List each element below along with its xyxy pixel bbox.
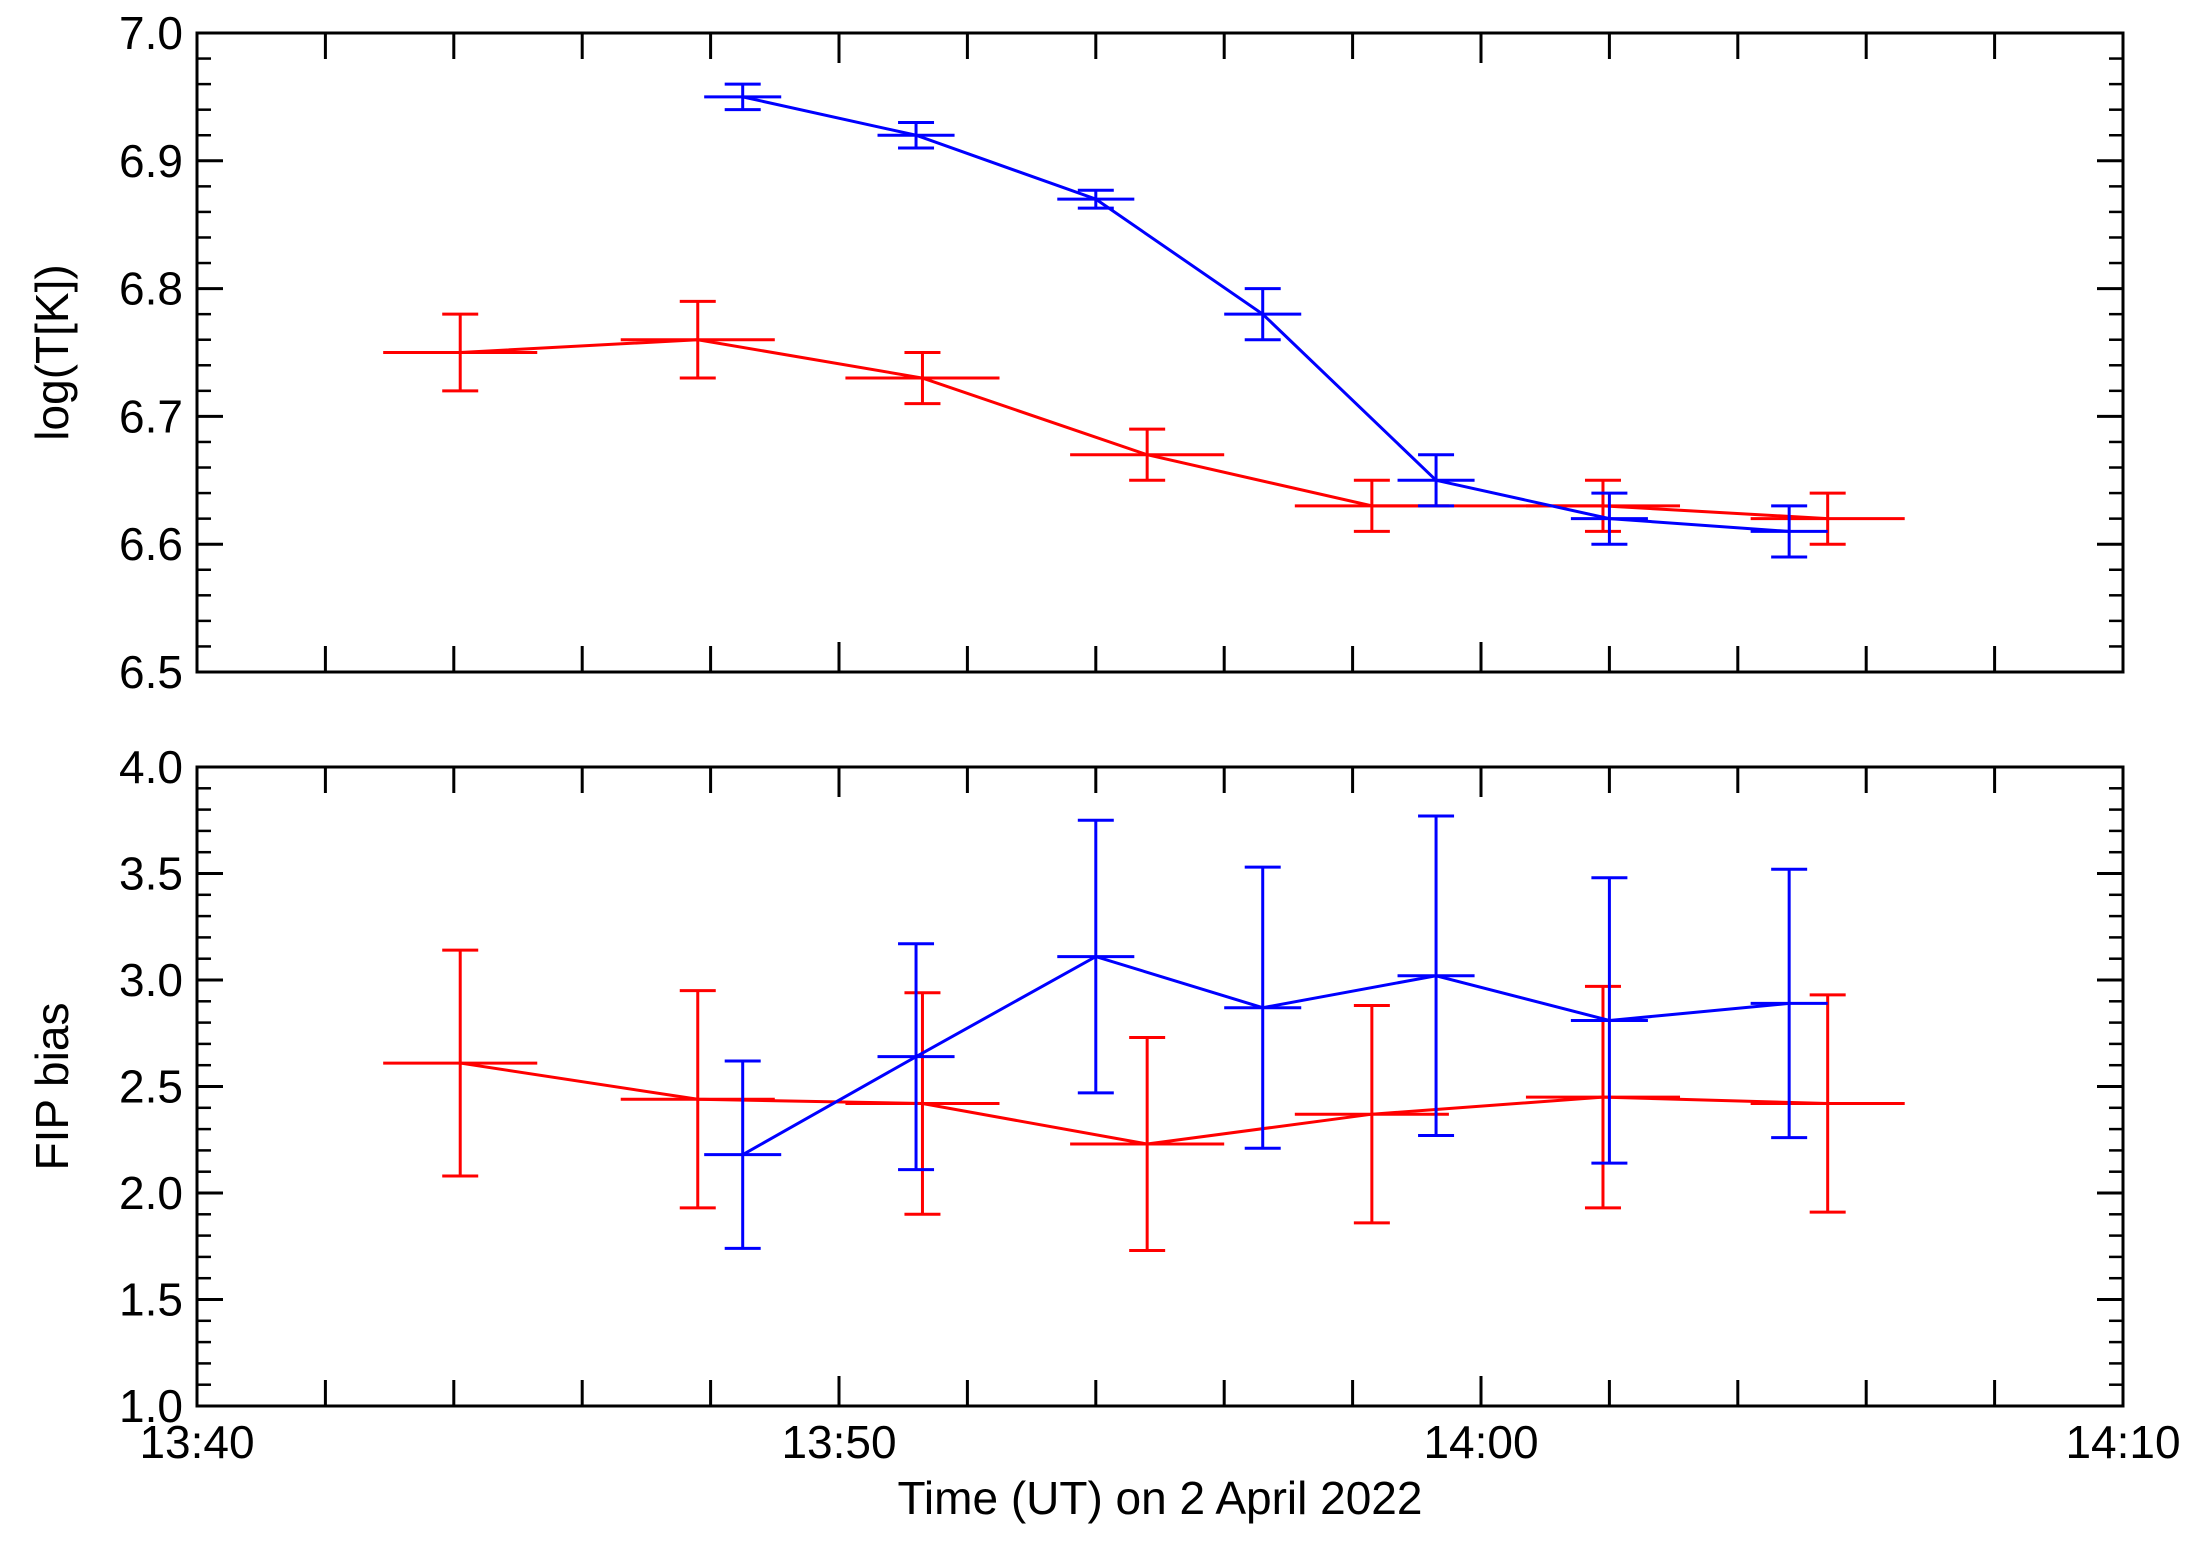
y-tick-label: 3.0: [119, 954, 183, 1006]
y-tick-label: 6.6: [119, 518, 183, 570]
red-data-point: [845, 351, 1000, 406]
temperature-y-axis-title: log(T[K]): [26, 264, 78, 440]
blue-data-point: [1750, 867, 1828, 1140]
blue-data-point: [1570, 876, 1648, 1165]
blue-data-point: [1397, 453, 1475, 508]
red-data-point: [1294, 1004, 1449, 1225]
red-series: [383, 948, 1905, 1253]
y-tick-label: 7.0: [119, 7, 183, 59]
fip-bias-y-axis-title: FIP bias: [26, 1003, 78, 1171]
blue-data-point: [1750, 504, 1828, 559]
y-tick-label: 6.7: [119, 390, 183, 442]
time-x-axis-title: Time (UT) on 2 April 2022: [898, 1472, 1423, 1524]
blue-data-point: [704, 82, 782, 112]
red-data-point: [1525, 984, 1681, 1210]
blue-data-point: [877, 120, 955, 150]
temperature-panel-series: [383, 82, 1905, 559]
blue-data-point: [1224, 865, 1302, 1150]
red-series: [383, 299, 1905, 546]
y-tick-label: 4.0: [119, 741, 183, 793]
fip-bias-panel-series: [383, 814, 1905, 1253]
red-data-point: [1070, 427, 1225, 482]
red-series-line: [459, 1061, 1828, 1146]
time-x-tick-labels: 13:40 13:50 14:00 14:10: [139, 1416, 2180, 1468]
red-data-point: [383, 948, 538, 1178]
y-tick-label: 6.5: [119, 646, 183, 698]
temperature-y-tick-labels: 6.5 6.6 6.7 6.8 6.9 7.0: [119, 7, 183, 698]
red-data-point: [620, 299, 775, 380]
y-tick-label: 3.5: [119, 848, 183, 900]
y-tick-label: 6.9: [119, 135, 183, 187]
blue-data-point: [1397, 814, 1475, 1137]
red-data-point: [845, 991, 1000, 1216]
y-tick-label: 2.5: [119, 1061, 183, 1113]
blue-data-point: [1057, 188, 1135, 210]
y-tick-label: 1.5: [119, 1274, 183, 1326]
y-tick-label: 6.8: [119, 263, 183, 315]
fip-bias-panel: 1.0 1.5 2.0 2.5 3.0 3.5 4.0 13:40 13:50 14:00 14:…: [26, 741, 2181, 1524]
fip-bias-panel-ticks: [195, 765, 2125, 1408]
red-data-point: [1070, 1036, 1225, 1253]
fip-bias-y-tick-labels: 1.0 1.5 2.0 2.5 3.0 3.5 4.0: [119, 741, 183, 1432]
x-tick-label: 13:40: [139, 1416, 254, 1468]
red-data-point: [1750, 993, 1905, 1214]
blue-series: [704, 814, 1828, 1250]
red-data-point: [1750, 491, 1905, 546]
blue-data-point: [1057, 818, 1135, 1095]
fip-bias-panel-frame: [195, 765, 2125, 1408]
y-tick-label: 1.0: [119, 1380, 183, 1432]
temperature-panel-frame: [195, 31, 2125, 674]
blue-data-point: [1224, 287, 1302, 342]
blue-data-point: [1570, 491, 1648, 546]
x-tick-label: 14:00: [1423, 1416, 1538, 1468]
x-tick-label: 13:50: [781, 1416, 896, 1468]
y-tick-label: 2.0: [119, 1167, 183, 1219]
blue-data-point: [704, 1059, 782, 1250]
temperature-panel: 6.5 6.6 6.7 6.8 6.9 7.0 log(T[K]): [26, 7, 2125, 698]
red-data-point: [620, 989, 775, 1210]
blue-series: [704, 82, 1828, 559]
red-data-point: [383, 312, 538, 393]
x-tick-label: 14:10: [2065, 1416, 2180, 1468]
blue-data-point: [877, 942, 955, 1172]
